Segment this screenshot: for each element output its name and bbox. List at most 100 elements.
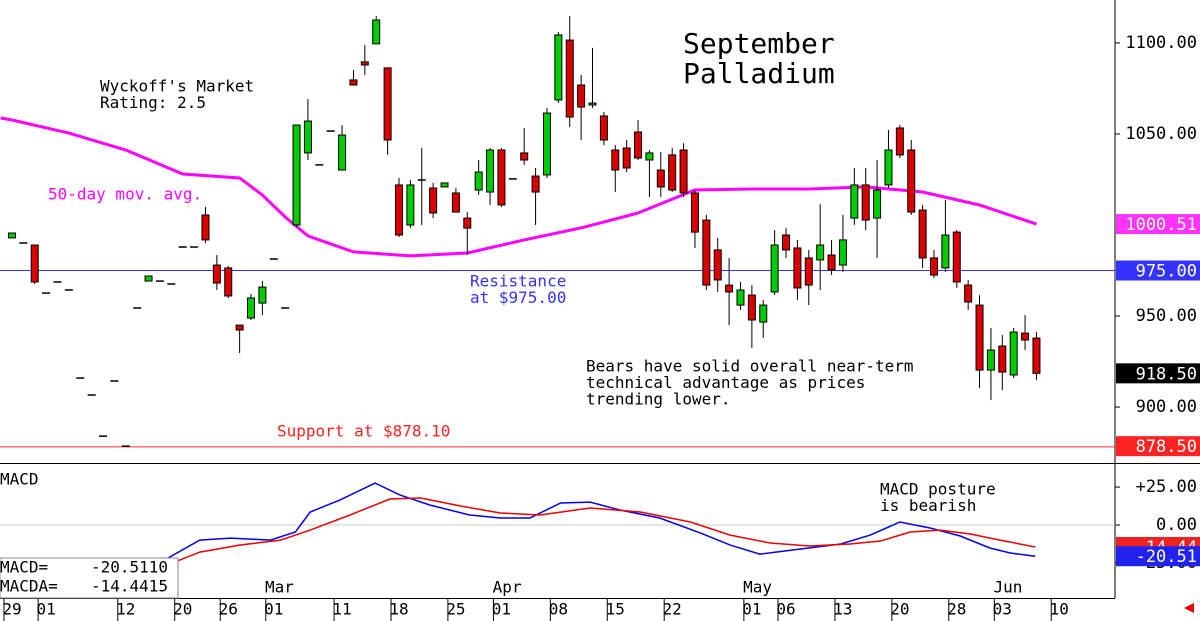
- y-tick-label: 1100.00: [1125, 33, 1197, 53]
- price-marker: [1116, 363, 1200, 384]
- candle-body: [690, 192, 699, 233]
- candle-body: [1032, 337, 1041, 374]
- candle-body: [451, 192, 460, 213]
- annotation: at $975.00: [470, 288, 566, 307]
- candle-body: [360, 61, 369, 66]
- x-tick-label: 28: [947, 600, 966, 619]
- x-tick-label: 26: [219, 600, 238, 619]
- candle-body: [873, 189, 882, 219]
- candle-body: [964, 284, 973, 303]
- candle-body: [986, 349, 995, 371]
- readout-value: -14.4415: [91, 577, 168, 596]
- x-tick-label: 01: [492, 600, 511, 619]
- candle-body: [383, 67, 392, 141]
- candle-body: [611, 149, 620, 171]
- annotation: Wyckoff's Market: [100, 77, 254, 96]
- readout-name: MACDA=: [0, 577, 58, 596]
- readout-box: [0, 557, 179, 599]
- candle-body: [144, 275, 153, 282]
- candle-body: [349, 79, 358, 86]
- candle-body: [599, 115, 608, 141]
- candle-body: [668, 154, 677, 191]
- candle-body: [258, 286, 267, 304]
- candle-body: [30, 244, 39, 283]
- annotation: technical advantage as prices: [586, 373, 865, 392]
- moving-average: [0, 116, 1037, 258]
- candle-body: [816, 244, 825, 261]
- y-tick-label: 950.00: [1136, 306, 1197, 326]
- scroll-arrow[interactable]: [1184, 603, 1194, 613]
- candle-body: [747, 294, 756, 321]
- macd-marker-label: -20.51: [1136, 547, 1197, 567]
- price-marker-label: 878.50: [1136, 437, 1197, 457]
- x-tick-label: 29: [2, 600, 21, 619]
- chart-title: Palladium: [683, 57, 835, 90]
- candle-body: [406, 184, 415, 226]
- annotation: Support at $878.10: [277, 422, 450, 441]
- annotation: MACD posture: [880, 480, 996, 499]
- candle-body: [247, 297, 256, 319]
- readout-name: MACD=: [0, 558, 48, 577]
- candle-body: [725, 284, 734, 293]
- candle-body: [895, 127, 904, 156]
- x-tick-label: 01: [36, 600, 55, 619]
- x-tick-label: 10: [1050, 600, 1069, 619]
- candle-body: [930, 257, 939, 276]
- x-tick-label: 20: [173, 600, 192, 619]
- candle-body: [565, 39, 574, 118]
- candle-body: [1009, 331, 1018, 376]
- candle-body: [998, 345, 1007, 373]
- x-tick-label: 18: [389, 600, 408, 619]
- candle-body: [838, 239, 847, 266]
- macd-marker: [1116, 546, 1200, 567]
- x-tick-label: 01: [264, 600, 283, 619]
- candle-body: [975, 304, 984, 371]
- chart-title: September: [683, 27, 835, 60]
- candle-body: [394, 184, 403, 236]
- candle-body: [907, 149, 916, 213]
- candle-body: [463, 217, 472, 229]
- x-tick-label: 08: [549, 600, 568, 619]
- candle-body: [793, 247, 802, 289]
- y-tick-label: 0.00: [1156, 515, 1197, 535]
- y-tick-label: +25.00: [1136, 477, 1197, 497]
- x-tick-label: 13: [833, 600, 852, 619]
- month-label: Mar: [265, 578, 294, 597]
- candle-body: [429, 187, 438, 214]
- panel-title: MACD: [0, 470, 39, 489]
- annotation: is bearish: [880, 496, 976, 515]
- y-tick-label: 900.00: [1136, 397, 1197, 417]
- macd-panel: [0, 482, 1115, 567]
- candle-body: [645, 152, 654, 161]
- x-tick-label: 15: [606, 600, 625, 619]
- candle-body: [588, 102, 597, 106]
- candle-body: [303, 120, 312, 154]
- annotation: 50-day mov. avg.: [48, 185, 202, 204]
- candle-body: [201, 214, 210, 241]
- price-marker-label: 1000.51: [1125, 215, 1197, 235]
- candle-body: [531, 175, 540, 193]
- macd-line: [164, 497, 1036, 567]
- candle-body: [759, 304, 768, 323]
- candle-body: [941, 234, 950, 269]
- candle-body: [1021, 332, 1030, 341]
- annotation: Bears have solid overall near-term: [586, 357, 914, 376]
- macd-line: [164, 482, 1036, 561]
- month-label: May: [743, 578, 772, 597]
- annotation: Resistance: [470, 272, 566, 291]
- candle-body: [235, 324, 244, 331]
- candle-body: [474, 171, 483, 191]
- x-tick-label: 03: [993, 600, 1012, 619]
- candle-body: [827, 254, 836, 271]
- annotation: trending lower.: [586, 390, 731, 409]
- candle-body: [542, 112, 551, 176]
- month-label: Apr: [493, 578, 522, 597]
- price-panel: [0, 16, 1115, 448]
- candle-body: [622, 147, 631, 169]
- price-marker-label: 975.00: [1136, 262, 1197, 282]
- candle-body: [713, 249, 722, 281]
- candle-body: [702, 219, 711, 286]
- candle-body: [212, 264, 221, 284]
